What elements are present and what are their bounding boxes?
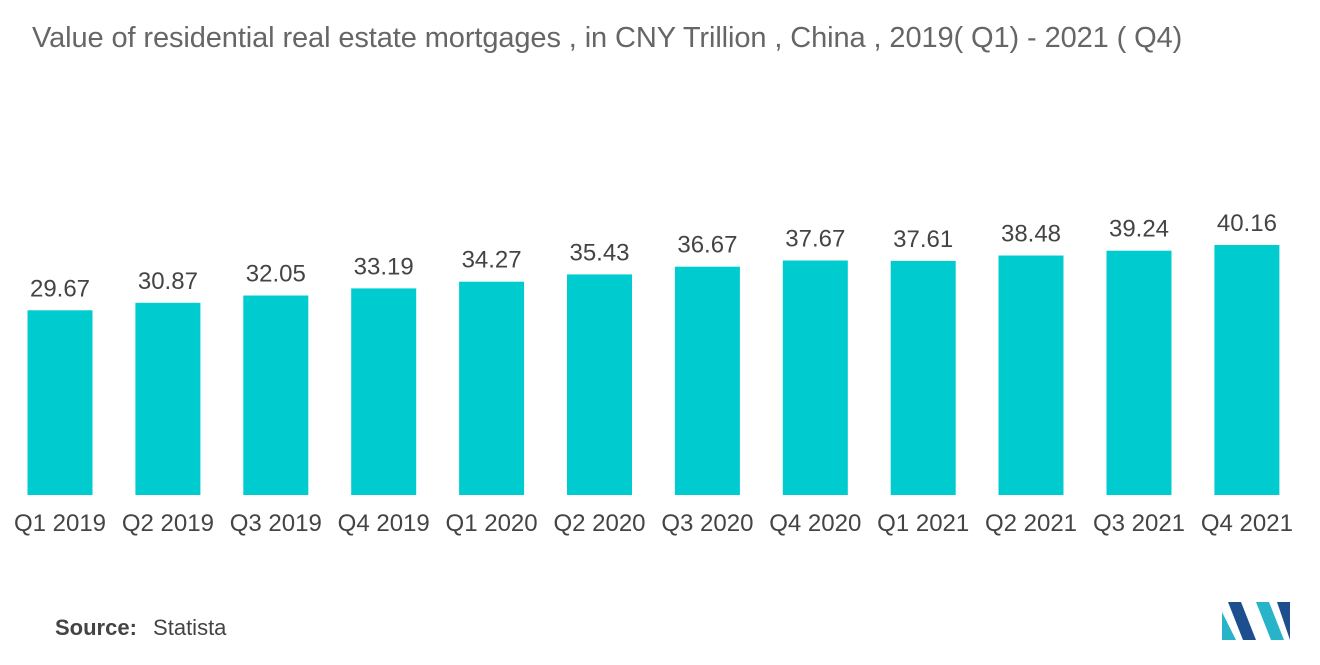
chart-title: Value of residential real estate mortgag…	[32, 22, 1183, 54]
x-tick-label: Q1 2021	[877, 510, 969, 537]
bar-q1-2021	[890, 260, 956, 495]
value-label: 36.67	[677, 232, 737, 259]
mordor-intelligence-logo-icon	[1222, 602, 1290, 640]
source-value: Statista	[153, 615, 227, 640]
value-label: 38.48	[1001, 221, 1061, 248]
x-tick-label: Q4 2019	[338, 510, 430, 537]
value-label: 39.24	[1109, 216, 1169, 243]
x-tick-label: Q2 2020	[553, 510, 645, 537]
x-tick-label: Q4 2021	[1201, 510, 1293, 537]
bar-q4-2020	[782, 260, 848, 495]
x-tick-label: Q1 2020	[446, 510, 538, 537]
value-label: 34.27	[462, 247, 522, 274]
bar-q1-2020	[459, 281, 525, 495]
x-tick-label: Q1 2019	[14, 510, 106, 537]
bar-q3-2020	[674, 266, 740, 495]
bar-q3-2021	[1106, 250, 1172, 495]
value-label: 32.05	[246, 261, 306, 288]
bar-q4-2021	[1214, 245, 1280, 495]
value-label: 37.61	[893, 226, 953, 253]
value-label: 35.43	[569, 239, 629, 266]
bar-q1-2019	[27, 310, 93, 495]
x-tick-label: Q3 2020	[661, 510, 753, 537]
bar-q4-2019	[351, 288, 417, 495]
bar-q2-2019	[135, 302, 201, 495]
value-label: 33.19	[354, 253, 414, 280]
bar-q2-2020	[567, 274, 632, 495]
source-note: Source: Statista	[55, 615, 226, 641]
x-tick-label: Q3 2021	[1093, 510, 1185, 537]
bar-q3-2019	[243, 295, 309, 495]
value-label: 30.87	[138, 268, 198, 295]
value-label: 40.16	[1217, 210, 1277, 237]
x-tick-label: Q3 2019	[230, 510, 322, 537]
value-label: 29.67	[30, 275, 90, 302]
value-label: 37.67	[785, 226, 845, 253]
x-tick-label: Q2 2021	[985, 510, 1077, 537]
x-tick-label: Q2 2019	[122, 510, 214, 537]
bar-q2-2021	[998, 255, 1064, 495]
source-label: Source:	[55, 615, 137, 640]
x-tick-label: Q4 2020	[769, 510, 861, 537]
